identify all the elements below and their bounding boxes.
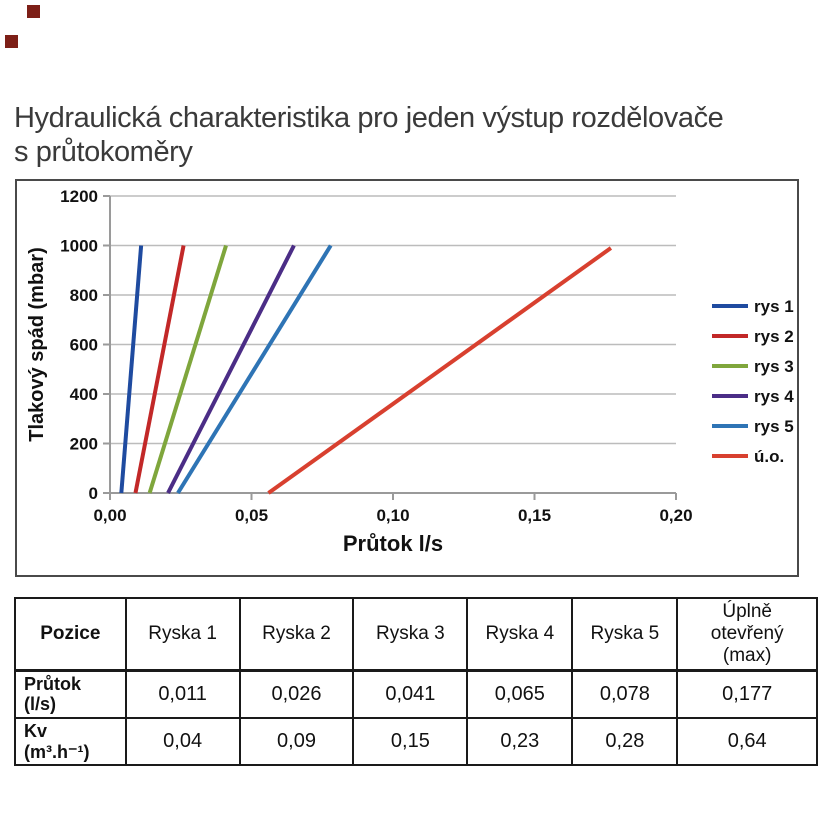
table-col-header-3: Ryska 2 xyxy=(238,596,355,672)
x-axis-title: Průtok l/s xyxy=(343,531,443,556)
table-col-header-4: Ryska 3 xyxy=(352,596,469,672)
x-axis-tick-label: 0,00 xyxy=(93,506,126,525)
table-col-header-6: Ryska 5 xyxy=(571,596,679,672)
hydraulic-characteristic-chart: 0 200 400 600 800 1000 1200 0,00 0,05 0,10 0,15 0,2… xyxy=(15,179,799,577)
page-title-line2: s průtokoměry xyxy=(14,136,193,169)
legend-label-6: ú.o. xyxy=(754,447,784,466)
legend-label-4: rys 4 xyxy=(754,387,794,406)
table-cell-r2-c6: 0,64 xyxy=(676,716,818,767)
x-axis-tick-label: 0,10 xyxy=(376,506,409,525)
table-cell-r2-c2: 0,09 xyxy=(238,716,355,767)
y-axis-tick-label: 600 xyxy=(70,336,98,355)
scan-corner-mark-1 xyxy=(27,5,40,18)
y-axis-tick-label: 800 xyxy=(70,286,98,305)
series-line-rys-1 xyxy=(119,245,144,494)
legend-label-5: rys 5 xyxy=(754,417,794,436)
y-axis-tick-label: 1000 xyxy=(60,237,98,256)
flow-data-table: Pozice Ryska 1 Ryska 2 Ryska 3 Ryska 4 Ryska … xyxy=(14,596,818,767)
y-axis-tick-label: 1200 xyxy=(60,187,98,206)
table-cell-r1-c6: 0,177 xyxy=(676,669,818,719)
legend-label-1: rys 1 xyxy=(754,297,794,316)
table-cell-r1-c1: 0,011 xyxy=(124,669,241,719)
legend-label-2: rys 2 xyxy=(754,327,794,346)
table-cell-r2-c4: 0,23 xyxy=(466,716,574,767)
table-row-2: Kv (m³.h⁻¹) 0,04 0,09 0,15 0,23 0,28 0,64 xyxy=(14,716,818,767)
series-line-rys-3 xyxy=(147,244,228,494)
table-row-1: Průtok (l/s) 0,011 0,026 0,041 0,065 0,078 0,1… xyxy=(14,669,818,719)
table-header-row: Pozice Ryska 1 Ryska 2 Ryska 3 Ryska 4 Ryska … xyxy=(14,596,818,672)
series-line--o- xyxy=(267,246,613,495)
table-cell-r1-c2: 0,026 xyxy=(238,669,355,719)
table-row-label-2: Kv (m³.h⁻¹) xyxy=(14,716,127,767)
table-cell-r2-c1: 0,04 xyxy=(124,716,241,767)
table-cell-r2-c5: 0,28 xyxy=(571,716,679,767)
series-line-rys-2 xyxy=(133,245,186,494)
series-line-rys-5 xyxy=(176,244,333,495)
y-axis-title: Tlakový spád (mbar) xyxy=(26,247,48,442)
table-row-label-1: Průtok (l/s) xyxy=(14,669,127,719)
x-axis-tick-label: 0,20 xyxy=(659,506,692,525)
x-axis-tick-label: 0,15 xyxy=(518,506,551,525)
page-title: Hydraulická charakteristika pro jeden vý… xyxy=(14,101,804,169)
chart-canvas: 0 200 400 600 800 1000 1200 0,00 0,05 0,10 0,15 0,2… xyxy=(26,187,794,556)
legend-label-3: rys 3 xyxy=(754,357,794,376)
scan-corner-mark-2 xyxy=(5,35,18,48)
x-axis-tick-label: 0,05 xyxy=(235,506,268,525)
table-cell-r1-c3: 0,041 xyxy=(352,669,469,719)
y-axis-tick-label: 400 xyxy=(70,385,98,404)
table-cell-r1-c5: 0,078 xyxy=(571,669,679,719)
series-line-rys-4 xyxy=(166,244,296,494)
y-axis-tick-label: 0 xyxy=(89,484,98,503)
y-axis-tick-label: 200 xyxy=(70,435,98,454)
table-cell-r1-c4: 0,065 xyxy=(466,669,574,719)
page-title-line1: Hydraulická charakteristika pro jeden vý… xyxy=(14,102,724,135)
table-col-header-5: Ryska 4 xyxy=(466,596,574,672)
table-col-header-1: Pozice xyxy=(14,596,127,672)
table-col-header-7: Úplně otevřený (max) xyxy=(676,596,818,672)
table-cell-r2-c3: 0,15 xyxy=(352,716,469,767)
table-col-header-2: Ryska 1 xyxy=(124,596,241,672)
